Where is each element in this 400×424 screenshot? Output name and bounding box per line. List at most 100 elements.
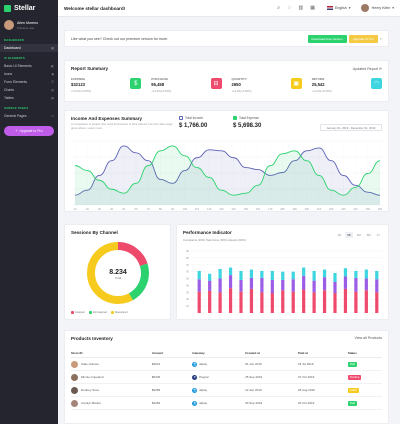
sidebar-item-dashboard[interactable]: Dashboard ▦ (0, 44, 58, 52)
upgrade-label: Upgrade to Pro (19, 129, 43, 133)
column-header[interactable]: Created at (245, 349, 298, 358)
grid-icon[interactable]: ▦ (310, 5, 315, 11)
bar-segment (312, 292, 316, 313)
stat-change: +14.00(+0.50%) (231, 89, 252, 93)
table-row[interactable]: Rodney Sims $9265 支 alipay 12 dec 2019 26 Aug… (71, 383, 382, 397)
bar-segment (375, 292, 379, 313)
pie-slice (87, 242, 149, 304)
bar-segment (218, 278, 222, 293)
perf-subtitle: Complaints (20%) Task Done (30%) Attends… (183, 238, 246, 242)
stats-icon[interactable]: ▥ (298, 5, 304, 11)
close-icon[interactable]: × (379, 36, 382, 41)
upgrade-to-pro-button[interactable]: + Upgrade to Pro (4, 126, 54, 136)
promo-text: Like what you see? Check out our premium… (71, 36, 169, 41)
sidebar-item-form-elements[interactable]: Form Elements ☰ (0, 78, 58, 86)
total-income-block: Total Income $ 1,766.00 (179, 116, 207, 129)
stat-label: PURCHASE (151, 77, 169, 81)
section-label-dashboard: DASHBOARD (4, 38, 24, 42)
total-expense-value: $ 5,698.30 (233, 123, 262, 129)
sidebar-profile[interactable]: Allen Moreno Premium user (0, 16, 58, 34)
stat-value: 25,542 (311, 82, 325, 87)
header: Welcome stellar dashboard! ⌕ ♢ ▥ ▦ Engli… (58, 0, 400, 17)
bar-segment (343, 288, 348, 313)
sidebar-item-tables[interactable]: Tables ▤ (0, 94, 58, 102)
bar-segment (260, 277, 264, 293)
legend-swatch (110, 311, 114, 314)
total-expense-block: Total Expense $ 5,698.30 (233, 116, 261, 129)
x-tick-label: 160 (256, 207, 261, 211)
checkbox-icon[interactable] (233, 116, 237, 120)
bar-segment (197, 291, 201, 313)
table-row[interactable]: Minnie Copeland $6245 P Paypal 25 Sep 2019 07… (71, 370, 382, 384)
store-name: Carolyn Barker (81, 401, 102, 405)
table-row[interactable]: Carolyn Barker $2263 支 alipay 30 Sep 2019 20 … (71, 396, 382, 410)
upgrade-pro-button[interactable]: Upgrade To Pro (348, 34, 378, 43)
tab-1m[interactable]: 1M (356, 233, 361, 237)
status-badge: Paid (347, 361, 357, 367)
tab-1d[interactable]: 1D (337, 233, 342, 237)
donut-center-label: Total (115, 276, 122, 280)
x-tick-label: 240 (353, 207, 358, 211)
legend-item: Not Assigned (88, 311, 107, 314)
income-description: A comparison of people who mark themselv… (71, 122, 173, 130)
table-row[interactable]: Katie Holmes $3621 支 alipay 04 Jun 2019 18 Ju… (71, 357, 382, 371)
column-header[interactable]: Status (347, 349, 382, 358)
tab-1y[interactable]: 1Y (376, 233, 380, 237)
perf-title: Performance Indicator (183, 230, 232, 235)
sidebar-item-basic-ui[interactable]: Basic UI Elements ◧ (0, 62, 58, 70)
sidebar-item-general-pages[interactable]: General Pages ▭ (0, 112, 58, 120)
stat-label: QUANTITY (231, 77, 247, 81)
column-header[interactable]: Amount (151, 349, 193, 358)
legend-swatch (71, 311, 74, 314)
store-cell: Rodney Sims (71, 383, 152, 397)
column-header[interactable]: Store ID (71, 349, 152, 358)
bar-segment (354, 277, 358, 292)
tab-6m[interactable]: 6M (366, 233, 371, 237)
created-cell: 12 dec 2019 (245, 383, 298, 397)
bar-segment (354, 270, 358, 278)
checkbox-icon[interactable] (179, 116, 183, 120)
download-free-button[interactable]: Download Free Version (307, 34, 347, 43)
search-icon[interactable]: ⌕ (277, 5, 281, 11)
dollar-icon: $ (130, 78, 142, 89)
dashboard-icon: ▦ (51, 46, 54, 50)
x-tick-label: 50 (122, 207, 125, 211)
bar-segment (364, 290, 368, 313)
sidebar-item-icons[interactable]: Icons ◉ (0, 70, 58, 78)
updated-report-link[interactable]: Updated Report ⟳ (353, 67, 382, 71)
amount-cell: $9265 (151, 383, 193, 397)
amount-cell: $2263 (151, 396, 193, 410)
bar-segment (333, 282, 337, 294)
sidebar-item-label: Tables (4, 96, 14, 100)
view-all-products-link[interactable]: View all Products (354, 336, 383, 340)
notification-icon[interactable]: ♢ (287, 5, 292, 11)
bar-segment (228, 288, 233, 313)
tab-5d[interactable]: 5D (345, 232, 353, 238)
bar-segment (291, 271, 295, 280)
sidebar-item-charts[interactable]: Charts ▥ (0, 86, 58, 94)
gateway-name: Paypal (199, 375, 209, 379)
form-icon: ☰ (51, 80, 54, 84)
section-label-sample-pages: SAMPLE PAGES (4, 106, 29, 110)
gateway-cell: 支 alipay (192, 383, 246, 397)
avatar (71, 399, 78, 407)
bar-segment (291, 279, 295, 292)
language-selector[interactable]: English ▾ (327, 6, 351, 10)
sidebar-item-label: Charts (4, 88, 14, 92)
bar-segment (281, 271, 285, 280)
brand-logo[interactable]: Stellar (0, 0, 58, 16)
icons-icon: ◉ (51, 72, 54, 76)
date-range-picker[interactable]: January 01, 2019 - December 31, 2019 (320, 124, 382, 131)
bar-segment (249, 288, 254, 313)
column-header[interactable]: Paid at (298, 349, 348, 358)
brand-mark-icon (4, 4, 11, 12)
performance-bar-chart: 10 20 30 40 50 60 70 80 90 (186, 249, 383, 313)
x-tick-label: 180 (280, 207, 285, 211)
avatar (71, 386, 78, 394)
x-tick-label: 210 (317, 207, 322, 211)
report-summary-card: Report Summary Updated Report ⟳ EXPENSE … (64, 60, 389, 102)
column-header[interactable]: Gateway (192, 349, 246, 358)
user-menu[interactable]: Henry Klein ▾ (360, 4, 394, 12)
layers-icon: ◧ (51, 64, 54, 68)
